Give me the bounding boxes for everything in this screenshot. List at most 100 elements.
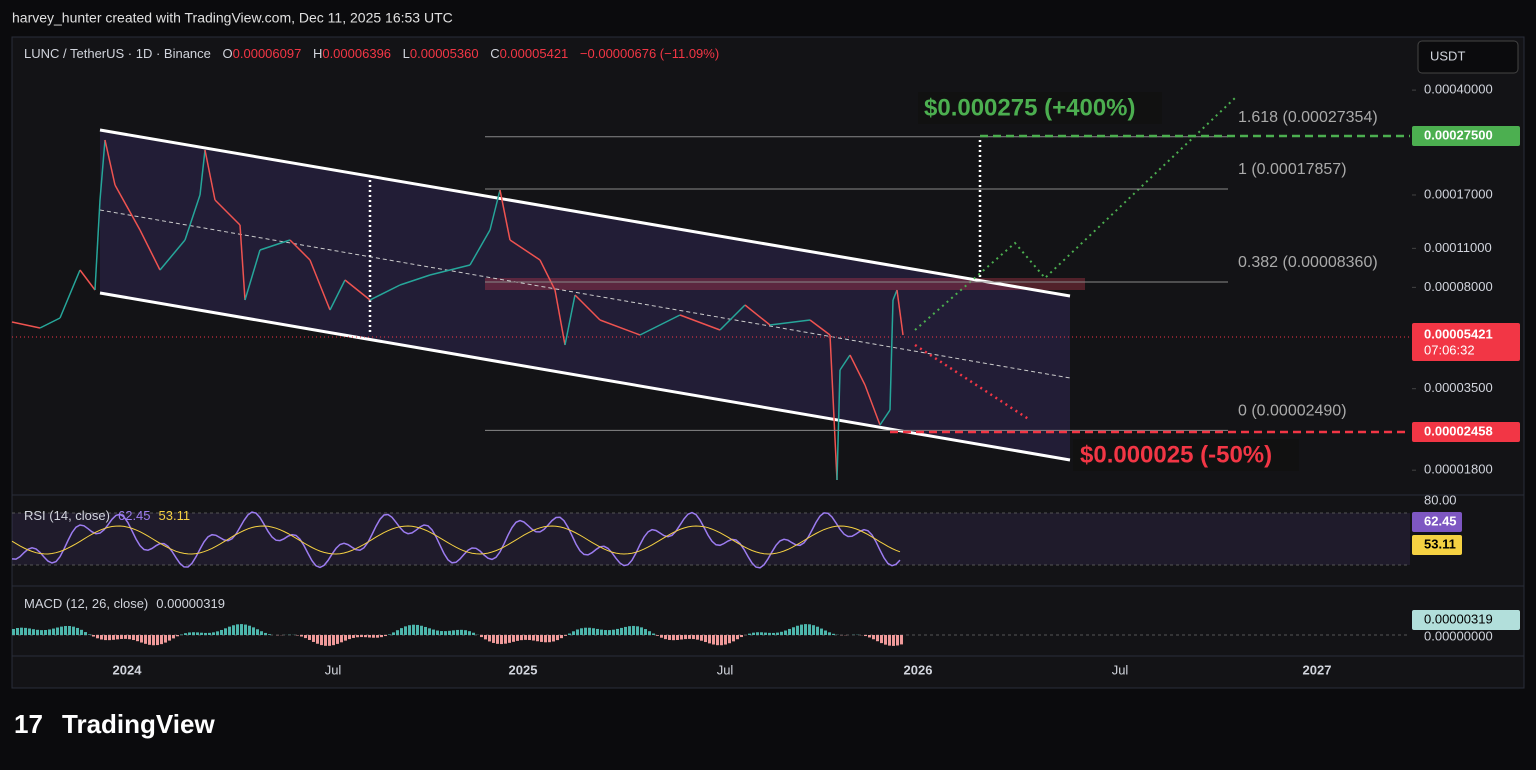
macd-bar — [196, 632, 199, 635]
macd-bar — [236, 624, 239, 635]
macd-bar — [556, 635, 559, 640]
h-label: H — [313, 46, 322, 61]
macd-bar — [220, 630, 223, 635]
macd-bar — [520, 635, 523, 640]
rsi-ma-value: 53.11 — [159, 508, 191, 523]
macd-bar — [208, 633, 211, 635]
macd-bar — [456, 630, 459, 635]
macd-bar — [452, 630, 455, 635]
macd-bar — [880, 635, 883, 643]
stop-annotation: $0.000025 (-50%) — [1080, 441, 1272, 468]
macd-bar — [376, 635, 379, 638]
logo-mark: 17 — [14, 709, 43, 739]
macd-bar — [708, 635, 711, 643]
currency[interactable]: USDT — [1430, 48, 1465, 63]
macd-bar — [52, 629, 55, 635]
macd-bar — [676, 635, 679, 640]
macd-bar — [268, 634, 271, 635]
macd-bar — [192, 632, 195, 635]
price-tick-label: 0.00008000 — [1424, 279, 1493, 294]
macd-bar — [760, 632, 763, 635]
macd-bar — [564, 635, 567, 636]
macd-bar — [232, 625, 235, 635]
macd-bar — [872, 635, 875, 639]
macd-bar — [660, 635, 663, 638]
macd-bar — [572, 631, 575, 635]
macd-bar — [740, 635, 743, 637]
macd-bar — [772, 633, 775, 635]
macd-bar — [524, 635, 527, 640]
macd-bar — [24, 628, 27, 635]
l-label: L — [403, 46, 410, 61]
macd-bar — [360, 635, 363, 637]
macd-bar — [500, 635, 503, 644]
h-value: 0.00006396 — [322, 46, 391, 61]
macd-bar — [560, 635, 563, 638]
macd-bar — [368, 635, 371, 638]
macd-bar — [812, 625, 815, 635]
macd-bar — [804, 624, 807, 635]
macd-bar — [20, 628, 23, 635]
macd-bar — [512, 635, 515, 642]
symbol: LUNC / TetherUS · 1D · Binance — [24, 46, 211, 61]
macd-bar — [204, 633, 207, 635]
fib-label: 1 (0.00017857) — [1238, 161, 1347, 178]
macd-bar — [896, 635, 899, 645]
macd-bar — [584, 628, 587, 635]
macd-bar — [412, 625, 415, 635]
macd-bar — [544, 635, 547, 642]
macd-bar — [496, 635, 499, 644]
macd-bar — [712, 635, 715, 645]
fib-label: 0 (0.00002490) — [1238, 403, 1347, 420]
macd-bar — [400, 628, 403, 635]
caption: harvey_hunter created with TradingView.c… — [12, 10, 453, 26]
macd-bar — [148, 635, 151, 645]
macd-bar — [568, 634, 571, 635]
macd-bar — [876, 635, 879, 641]
macd-bar — [396, 630, 399, 635]
macd-bar — [124, 635, 127, 639]
macd-bar — [200, 633, 203, 635]
macd-bar — [44, 630, 47, 635]
macd-bar — [300, 635, 303, 637]
price-tick-label: 0.00040000 — [1424, 82, 1493, 97]
macd-bar — [892, 635, 895, 646]
macd-bar — [600, 630, 603, 635]
macd-bar — [828, 632, 831, 635]
macd-bar — [112, 635, 115, 640]
macd-bar — [716, 635, 719, 645]
macd-legend: MACD (12, 26, close)0.00000319 — [24, 596, 225, 611]
macd-bar — [140, 635, 143, 643]
macd-bar — [884, 635, 887, 645]
macd-bar — [392, 632, 395, 635]
macd-axis-label: 0.00000000 — [1424, 628, 1493, 643]
time-tick-label: Jul — [717, 662, 734, 677]
macd-bar — [260, 631, 263, 635]
macd-bar — [636, 626, 639, 635]
macd-bar — [692, 635, 695, 639]
macd-bar — [68, 626, 71, 635]
macd-bar — [624, 627, 627, 635]
macd-bar — [256, 629, 259, 635]
macd-bar — [128, 635, 131, 639]
macd-bar — [56, 628, 59, 635]
macd-bar — [736, 635, 739, 639]
macd-bar — [248, 626, 251, 635]
macd-bar — [732, 635, 735, 641]
macd-bar — [340, 635, 343, 642]
rsi-value: 62.45 — [118, 508, 151, 523]
macd-bar — [644, 629, 647, 635]
macd-bar — [748, 634, 751, 635]
time-tick-label: 2027 — [1303, 662, 1332, 677]
macd-bar — [344, 635, 347, 641]
macd-value: 0.00000319 — [156, 596, 225, 611]
macd-bar — [608, 630, 611, 635]
macd-bar — [100, 635, 103, 640]
macd-bar — [448, 631, 451, 635]
legend: LUNC / TetherUS · 1D · Binance O0.000060… — [24, 46, 719, 61]
macd-bar — [752, 633, 755, 635]
macd-bar — [40, 630, 43, 635]
macd-bar — [92, 635, 95, 637]
macd-bar — [176, 635, 179, 636]
